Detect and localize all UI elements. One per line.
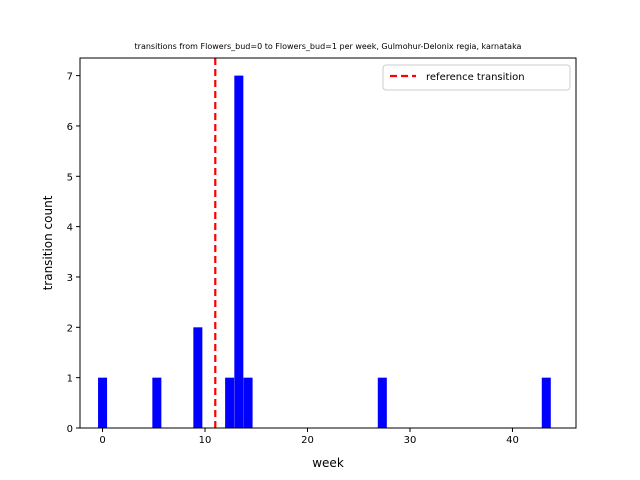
x-tick-label: 0 (99, 435, 105, 446)
bar-0 (98, 377, 108, 428)
legend-box (382, 64, 571, 91)
bar-5 (243, 377, 253, 428)
y-tick-label: 7 (67, 72, 73, 83)
y-tick-label: 5 (67, 172, 73, 183)
bar-4 (234, 75, 244, 429)
legend: reference transition (382, 64, 571, 91)
x-axis-label: week (312, 456, 344, 470)
y-tick-label: 0 (67, 424, 73, 435)
y-tick-label: 1 (67, 374, 73, 385)
y-tick-label: 2 (67, 323, 73, 334)
y-tick-label: 3 (67, 273, 73, 284)
x-tick-label: 10 (199, 435, 212, 446)
bar-1 (152, 377, 162, 428)
y-tick-label: 4 (67, 223, 73, 234)
x-tick-label: 20 (301, 435, 314, 446)
ticks-group: 0 10 20 30 40 0 1 2 3 4 5 6 7 (67, 72, 519, 446)
chart-title: transitions from Flowers_bud=0 to Flower… (135, 42, 522, 51)
y-axis-label: transition count (41, 195, 55, 290)
x-tick-label: 30 (404, 435, 417, 446)
x-tick-label: 40 (506, 435, 519, 446)
bar-6 (377, 377, 387, 428)
bar-7 (541, 377, 551, 428)
bar-2 (193, 327, 203, 428)
bar-3 (225, 377, 235, 428)
legend-entry-label: reference transition (426, 72, 525, 83)
bars-group (98, 75, 551, 429)
y-tick-label: 6 (67, 122, 73, 133)
plot-frame (79, 57, 577, 429)
